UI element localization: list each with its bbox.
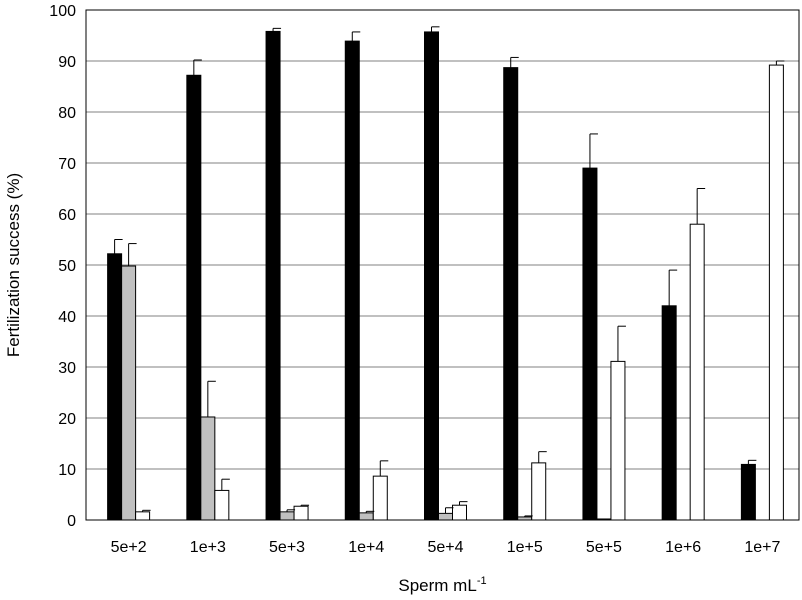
bar: [293, 505, 309, 521]
y-tick-label: 50: [58, 258, 76, 275]
bar: [279, 511, 295, 521]
y-tick-label: 90: [58, 54, 76, 71]
y-tick-label: 100: [49, 3, 76, 20]
bar: [121, 265, 137, 521]
y-tick-label: 10: [58, 462, 76, 479]
bar: [661, 305, 677, 521]
y-tick-label: 20: [58, 411, 76, 428]
x-tick-label: 5e+4: [427, 539, 463, 556]
x-tick-labels: 5e+2 1e+3 5e+3 1e+4 5e+4 1e+5 5e+5 1e+6 1e+7: [111, 539, 781, 556]
bar: [740, 463, 756, 521]
bars: [107, 30, 784, 521]
bar: [200, 416, 216, 521]
bar: [424, 31, 439, 521]
x-tick-label: 1e+3: [190, 539, 226, 556]
bar: [610, 360, 626, 521]
x-tick-label: 1e+7: [744, 539, 780, 556]
y-tick-label: 70: [58, 156, 76, 173]
error-bars: [114, 26, 785, 517]
y-axis-title: Fertilization success (%): [4, 173, 23, 357]
bar: [344, 40, 360, 521]
x-tick-label: 1e+6: [665, 539, 701, 556]
x-axis-title-superscript: -1: [477, 575, 487, 587]
bar: [452, 504, 467, 521]
bar: [135, 511, 151, 521]
bar: [358, 512, 374, 521]
bar: [582, 167, 598, 521]
bar: [372, 475, 388, 521]
x-tick-label: 5e+2: [111, 539, 147, 556]
y-tick-labels: 0 10 20 30 40 50 60 70 80 90 100: [49, 3, 76, 530]
x-axis-title-text: Sperm mL: [398, 576, 476, 595]
x-tick-label: 1e+5: [507, 539, 543, 556]
bar: [107, 253, 123, 521]
x-tick-label: 5e+3: [269, 539, 305, 556]
x-axis-title: Sperm mL-1: [398, 575, 486, 595]
bar: [438, 512, 453, 521]
y-tick-label: 60: [58, 207, 76, 224]
bar: [186, 74, 202, 521]
x-tick-label: 1e+4: [348, 539, 384, 556]
bar: [689, 223, 705, 521]
y-tick-label: 80: [58, 105, 76, 122]
y-tick-label: 0: [67, 513, 76, 530]
bar: [531, 462, 547, 521]
y-tick-label: 30: [58, 360, 76, 377]
bar: [265, 30, 281, 521]
bar: [768, 64, 784, 521]
bar: [214, 489, 230, 521]
plot-frame: [85, 9, 800, 521]
x-tick-label: 5e+5: [586, 539, 622, 556]
bar: [503, 67, 519, 521]
y-tick-label: 40: [58, 309, 76, 326]
